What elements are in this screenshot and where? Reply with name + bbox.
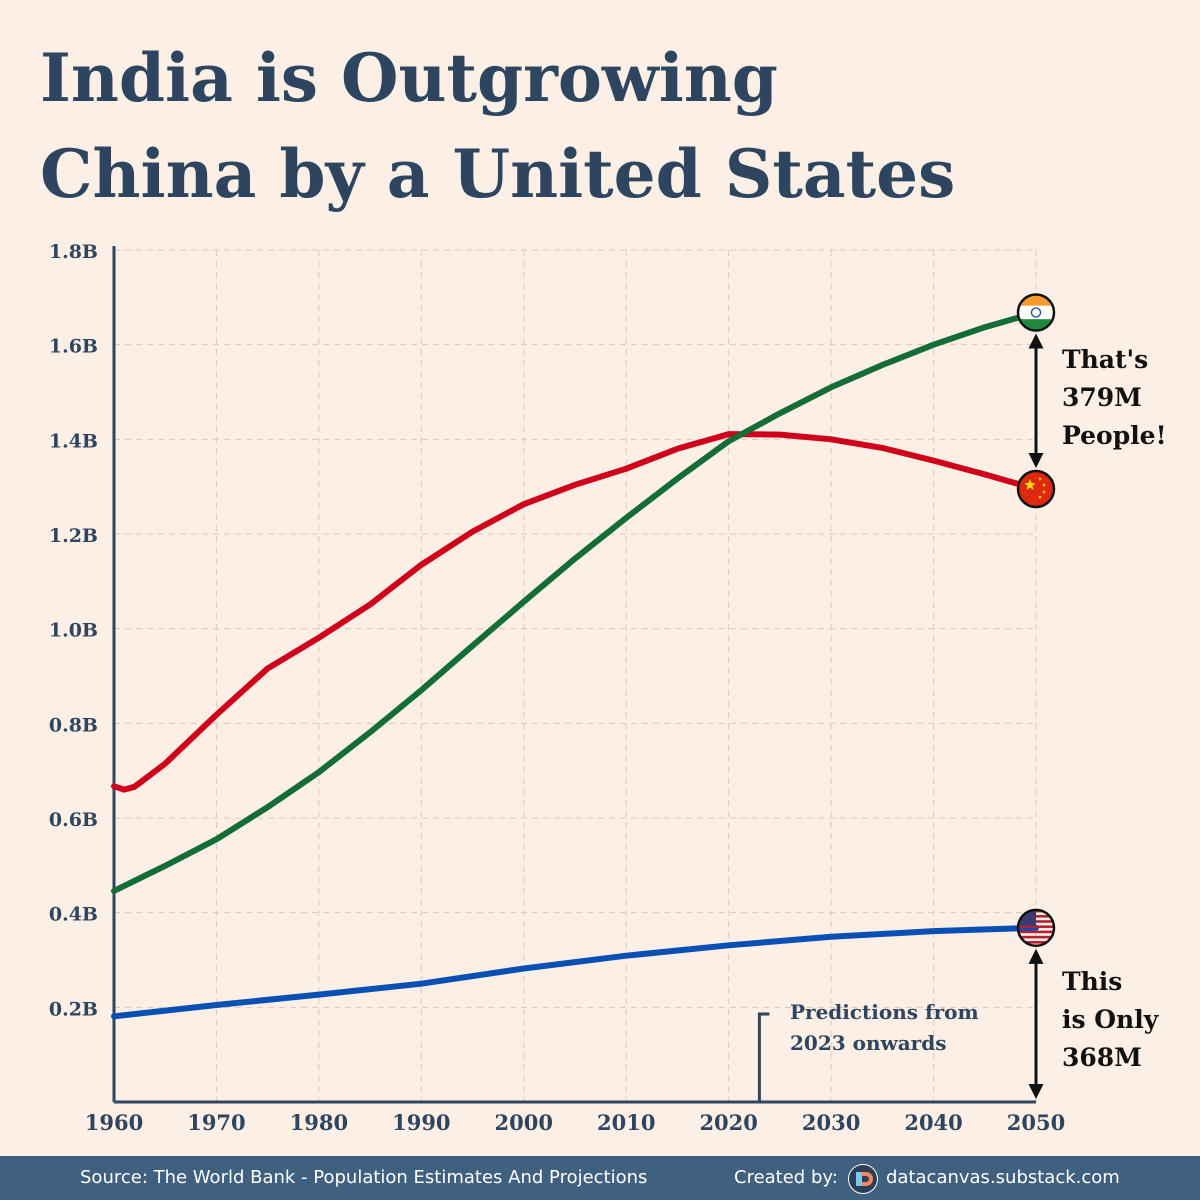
- x-tick-label: 2010: [597, 1110, 655, 1135]
- x-tick-label: 1960: [85, 1110, 143, 1135]
- y-tick-label: 0.4B: [49, 904, 98, 926]
- gap-label-top: 379M: [1062, 383, 1142, 412]
- title-line-2: China by a United States: [40, 135, 956, 213]
- created-by-label: Created by:: [734, 1167, 838, 1188]
- china-flag-icon: [1016, 469, 1056, 509]
- y-tick-label: 1.2B: [49, 525, 98, 547]
- prediction-note: 2023 onwards: [790, 1031, 946, 1055]
- footer-bar: Source: The World Bank - Population Esti…: [0, 1156, 1200, 1200]
- prediction-note: Predictions from: [790, 1000, 979, 1024]
- prediction-marker: [757, 1012, 770, 1102]
- series-line: [111, 431, 1039, 793]
- y-tick-label: 0.2B: [49, 998, 98, 1020]
- x-tick-label: 1980: [290, 1110, 348, 1135]
- y-tick-label: 1.6B: [49, 336, 98, 358]
- datacanvas-logo-icon: [848, 1164, 878, 1194]
- x-tick-label: 2050: [1007, 1110, 1065, 1135]
- x-tick-label: 2040: [904, 1110, 962, 1135]
- y-tick-label: 1.4B: [49, 430, 98, 452]
- series-line: [111, 309, 1039, 894]
- gap-label-top: That's: [1062, 345, 1148, 374]
- x-tick-label: 2000: [495, 1110, 553, 1135]
- y-tick-label: 1.0B: [49, 620, 98, 642]
- x-tick-label: 1990: [392, 1110, 450, 1135]
- x-tick-label: 2030: [802, 1110, 860, 1135]
- gap-label-bottom: 368M: [1062, 1043, 1142, 1072]
- series-line: [111, 924, 1039, 1020]
- x-tick-label: 2020: [699, 1110, 757, 1135]
- population-chart: 0.2B 0.4B 0.6B 0.8B 1.0B 1.2B 1.4B 1.6B 1.8B 1960…: [49, 241, 1167, 1135]
- y-tick-label: 1.8B: [49, 241, 98, 263]
- y-tick-label: 0.8B: [49, 714, 98, 736]
- gap-label-top: People!: [1062, 421, 1167, 450]
- page-title: India is Outgrowing China by a United St…: [40, 30, 955, 222]
- x-tick-label: 1970: [187, 1110, 245, 1135]
- india-flag-icon: [1016, 293, 1056, 332]
- y-tick-label: 0.6B: [49, 809, 98, 831]
- usa-flag-icon: [1016, 908, 1056, 948]
- source-text: Source: The World Bank - Population Esti…: [80, 1167, 648, 1188]
- gap-label-bottom: This: [1062, 967, 1122, 996]
- gap-label-bottom: is Only: [1062, 1005, 1160, 1034]
- site-link[interactable]: datacanvas.substack.com: [886, 1167, 1120, 1188]
- title-line-1: India is Outgrowing: [40, 39, 778, 117]
